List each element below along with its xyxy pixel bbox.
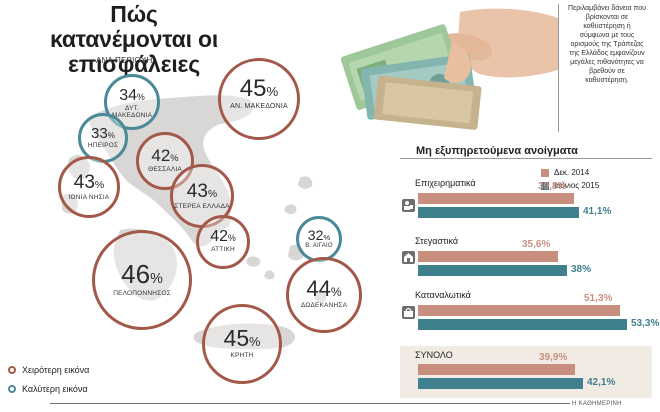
percent-sign: % <box>170 153 179 163</box>
region-value: 45 <box>223 325 250 351</box>
bar-business-dec-2014 <box>418 193 574 204</box>
region-circle-thessalia: 42% ΘΕΣΣΑΛΙΑ <box>136 132 194 190</box>
percent-sign: % <box>207 189 218 200</box>
region-circle-sterea-ellada: 43% ΣΤΕΡΕΑ ΕΛΛΑΔΑ <box>170 164 234 228</box>
region-value: 43 <box>73 172 95 193</box>
region-label: ΔΩΔΕΚΑΝΗΣΑ <box>300 302 348 309</box>
percent-sign: % <box>249 335 261 349</box>
legend-better-marker <box>8 385 16 393</box>
bar-total-dec-2014 <box>418 364 575 375</box>
region-label: ΔΥΤ. ΜΑΚΕΔΟΝΙΑ <box>111 105 153 119</box>
legend-worse-marker <box>8 366 16 374</box>
region-value: 32 <box>307 227 324 243</box>
region-circle-an-makedonia: 45% ΑΝ. ΜΑΚΕΔΟΝΙΑ <box>218 58 300 140</box>
region-value: 46 <box>121 259 151 289</box>
region-circle-ionia-nisia: 43% ΙΟΝΙΑ ΝΗΣΙΑ <box>58 156 120 218</box>
bar-value-label: 35,6% <box>522 239 551 250</box>
legend-swatch-dec-2014 <box>541 169 549 177</box>
chart-title-rule <box>400 158 652 159</box>
page-subtitle: ΑΝΑ ΠΕΡΙΟΧΗ <box>96 56 153 65</box>
percent-sign: % <box>330 285 342 299</box>
region-label: ΑΤΤΙΚΗ <box>211 246 235 253</box>
bar-total-june-2015 <box>418 378 583 389</box>
bar-value-label: 42,1% <box>587 377 616 388</box>
house-icon <box>402 251 415 264</box>
bar-value-label: 39,9% <box>539 352 568 363</box>
region-circle-attiki: 42% ΑΤΤΙΚΗ <box>196 215 250 269</box>
category-label-mortgage: Στεγαστικά <box>415 236 459 246</box>
legend-label-june-2015: Ιούνιος 2015 <box>554 181 600 190</box>
shopping-bag-icon <box>402 306 415 319</box>
region-value: 34 <box>119 87 137 104</box>
category-label-business: Επιχειρηματικά <box>415 178 476 188</box>
bar-value-label: 38% <box>571 264 592 275</box>
footnote-text: Περιλαμβάνει δάνεια που βρίσκονται σε κα… <box>568 5 646 84</box>
percent-sign: % <box>94 180 105 191</box>
region-label: ΚΡΗΤΗ <box>230 352 254 359</box>
percent-sign: % <box>323 233 331 242</box>
category-label-consumer: Καταναλωτικά <box>415 290 471 300</box>
region-label: ΗΠΕΙΡΟΣ <box>87 142 119 149</box>
region-label: ΣΤΕΡΕΑ ΕΛΛΑΔΑ <box>174 203 230 210</box>
chart-title: Μη εξυπηρετούμενα ανοίγματα <box>416 145 578 157</box>
percent-sign: % <box>136 92 145 102</box>
bar-value-label: 41,1% <box>583 206 612 217</box>
legend-swatch-june-2015 <box>541 182 549 190</box>
region-circle-dodekanisa: 44% ΔΩΔΕΚΑΝΗΣΑ <box>286 257 362 333</box>
region-value: 43 <box>186 181 208 202</box>
business-icon <box>402 199 415 212</box>
bar-value-label: 51,3% <box>584 293 613 304</box>
bar-value-label: 39,8% <box>538 181 567 192</box>
hand-with-euros-illustration <box>340 8 558 130</box>
region-label: Β. ΑΙΓΑΙΟ <box>305 243 333 249</box>
percent-sign: % <box>227 233 236 243</box>
region-circle-peloponnisos: 46% ΠΕΛΟΠΟΝΝΗΣΟΣ <box>92 230 192 330</box>
bar-consumer-june-2015 <box>418 319 627 330</box>
region-circle-kriti: 45% ΚΡΗΤΗ <box>202 304 282 384</box>
bottom-rule <box>50 403 570 404</box>
bar-value-label: 53,3% <box>631 318 660 329</box>
region-value: 44 <box>306 276 331 301</box>
region-circle-v-aigaio: 32% Β. ΑΙΓΑΙΟ <box>296 216 342 262</box>
region-value: 33 <box>90 125 108 142</box>
bar-mortgage-june-2015 <box>418 265 567 276</box>
bar-mortgage-dec-2014 <box>418 251 558 262</box>
legend-worse-label: Χειρότερη εικόνα <box>22 365 90 375</box>
legend-better-label: Καλύτερη εικόνα <box>22 384 88 394</box>
page-title: Πώς κατανέμονται οι επισφάλειες <box>49 1 219 77</box>
bar-business-june-2015 <box>418 207 579 218</box>
region-value: 42 <box>151 146 171 165</box>
region-label: ΑΝ. ΜΑΚΕΔΟΝΙΑ <box>230 103 288 110</box>
legend-label-dec-2014: Δεκ. 2014 <box>554 168 590 177</box>
region-label: ΠΕΛΟΠΟΝΝΗΣΟΣ <box>113 290 171 297</box>
region-value: 42 <box>210 228 228 245</box>
region-value: 45 <box>239 75 267 102</box>
percent-sign: % <box>150 271 163 287</box>
region-label: ΘΕΣΣΑΛΙΑ <box>148 166 182 173</box>
note-divider <box>558 4 559 132</box>
percent-sign: % <box>266 84 279 99</box>
percent-sign: % <box>107 131 116 140</box>
category-label-total: ΣΥΝΟΛΟ <box>415 350 453 360</box>
bar-consumer-dec-2014 <box>418 305 620 316</box>
region-label: ΙΟΝΙΑ ΝΗΣΙΑ <box>68 194 110 201</box>
publisher-brand: Η ΚΑΘΗΜΕΡΙΝΗ <box>572 401 622 407</box>
